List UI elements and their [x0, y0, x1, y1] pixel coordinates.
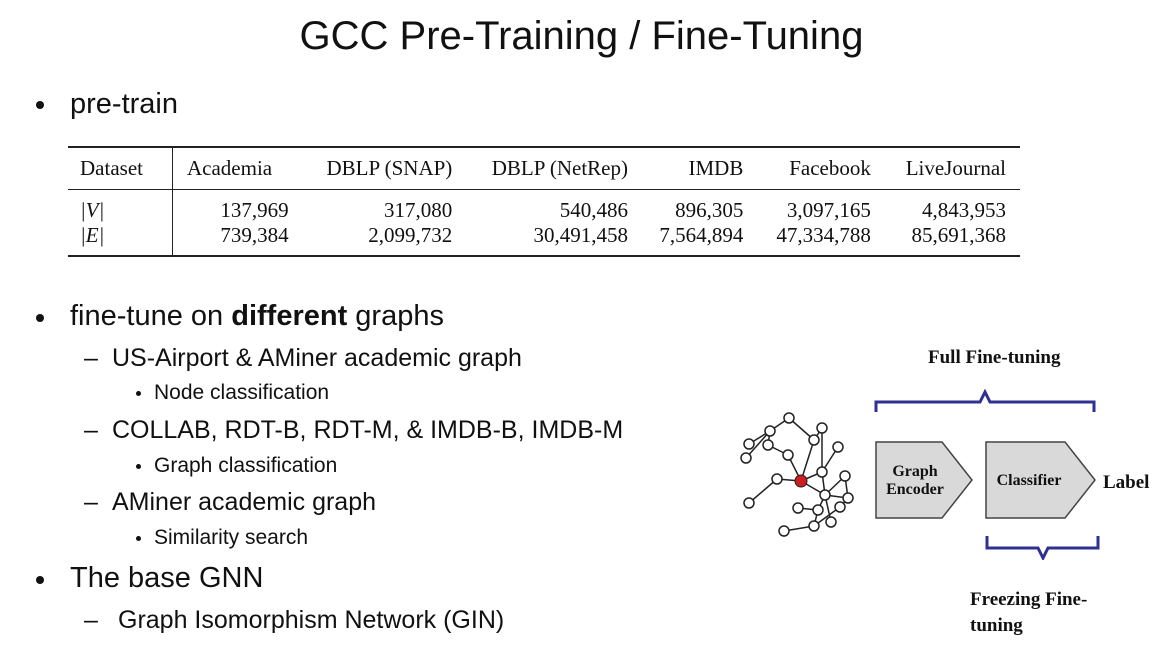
table-row: |V| 137,969 317,080 540,486 896,305 3,09… [68, 189, 1020, 223]
dash-marker: – [84, 416, 98, 444]
table-cell: 540,486 [559, 197, 628, 222]
table-header-cell: Facebook [751, 146, 879, 190]
table-cell: |E| [68, 222, 173, 257]
table-cell: 3,097,165 [786, 197, 871, 222]
bullet-dot [36, 576, 44, 584]
subitem-node-classification: Node classification [154, 381, 330, 404]
table-header-cell: IMDB [636, 146, 752, 190]
table-cell: 47,334,788 [751, 222, 879, 257]
bullet-finetune-post: graphs [347, 300, 444, 332]
bullet-finetune-pre: fine-tune on [70, 300, 232, 332]
freezing-finetuning-label: Freezing Fine- tuning [970, 587, 1087, 639]
subitem-similarity-search: Similarity search [154, 526, 309, 549]
center-node [794, 474, 808, 488]
graph-icon [745, 417, 849, 532]
table-cell: 4,843,953 [922, 197, 1006, 222]
bullet-dot [36, 101, 44, 109]
graph-encoder-label-line1: Graph [892, 463, 938, 480]
table-header-cell: Academia [172, 146, 297, 190]
table-header-cell: Dataset [68, 146, 173, 190]
bullet-base-gnn: The base GNN [70, 562, 264, 594]
bullet-finetune: fine-tune on different graphs [70, 300, 444, 333]
table-cell: 137,969 [220, 197, 289, 222]
table-cell: 30,491,458 [460, 222, 636, 257]
table-cell: 85,691,368 [878, 222, 1020, 257]
graph-encoder-box [875, 441, 973, 519]
subitem-graph-classification: Graph classification [154, 454, 338, 477]
freezing-label-line2: tuning [970, 615, 1023, 636]
table-cell: 317,080 [384, 197, 453, 222]
dash-marker: – [84, 606, 98, 634]
finetune-diagram [740, 388, 1100, 560]
graph-encoder-label: Graph Encoder [876, 463, 954, 499]
table-cell: 2,099,732 [296, 222, 461, 257]
table-header-cell: LiveJournal [878, 146, 1020, 190]
graph-nodes [740, 412, 854, 537]
slide-title: GCC Pre-Training / Fine-Tuning [299, 14, 864, 58]
subitem-collab: COLLAB, RDT-B, RDT-M, & IMDB-B, IMDB-M [112, 416, 624, 444]
bullet-pretrain: pre-train [70, 88, 178, 120]
table-row: |E| 739,384 2,099,732 30,491,458 7,564,8… [68, 222, 1020, 257]
full-finetuning-label: Full Fine-tuning [928, 347, 1061, 368]
subitem-airport: US-Airport & AMiner academic graph [112, 344, 522, 372]
table-cell: 896,305 [675, 197, 744, 222]
table-header-cell: DBLP (SNAP) [296, 146, 461, 190]
freeze-bracket [985, 536, 1100, 560]
bullet-finetune-bold: different [231, 300, 348, 332]
sub-bullet-dot [136, 464, 141, 469]
subitem-aminer: AMiner academic graph [112, 488, 377, 516]
table-header-row: Dataset Academia DBLP (SNAP) DBLP (NetRe… [68, 146, 1020, 190]
table-cell: 739,384 [172, 222, 297, 257]
classifier-label: Classifier [996, 472, 1062, 489]
classifier-box [985, 441, 1096, 519]
full-finetune-bracket [874, 388, 1096, 412]
output-label: Label [1103, 472, 1150, 493]
table-cell: |V| [68, 189, 173, 223]
sub-bullet-dot [136, 391, 141, 396]
table-cell: 7,564,894 [636, 222, 752, 257]
table-header-cell: DBLP (NetRep) [460, 146, 636, 190]
graph-encoder-label-line2: Encoder [886, 481, 944, 498]
dash-marker: – [84, 344, 98, 372]
sub-bullet-dot [136, 536, 141, 541]
dataset-table: Dataset Academia DBLP (SNAP) DBLP (NetRe… [68, 146, 1020, 257]
subitem-gin: Graph Isomorphism Network (GIN) [118, 606, 505, 634]
freezing-label-line1: Freezing Fine- [970, 589, 1088, 610]
dash-marker: – [84, 488, 98, 516]
bullet-dot [36, 314, 44, 322]
